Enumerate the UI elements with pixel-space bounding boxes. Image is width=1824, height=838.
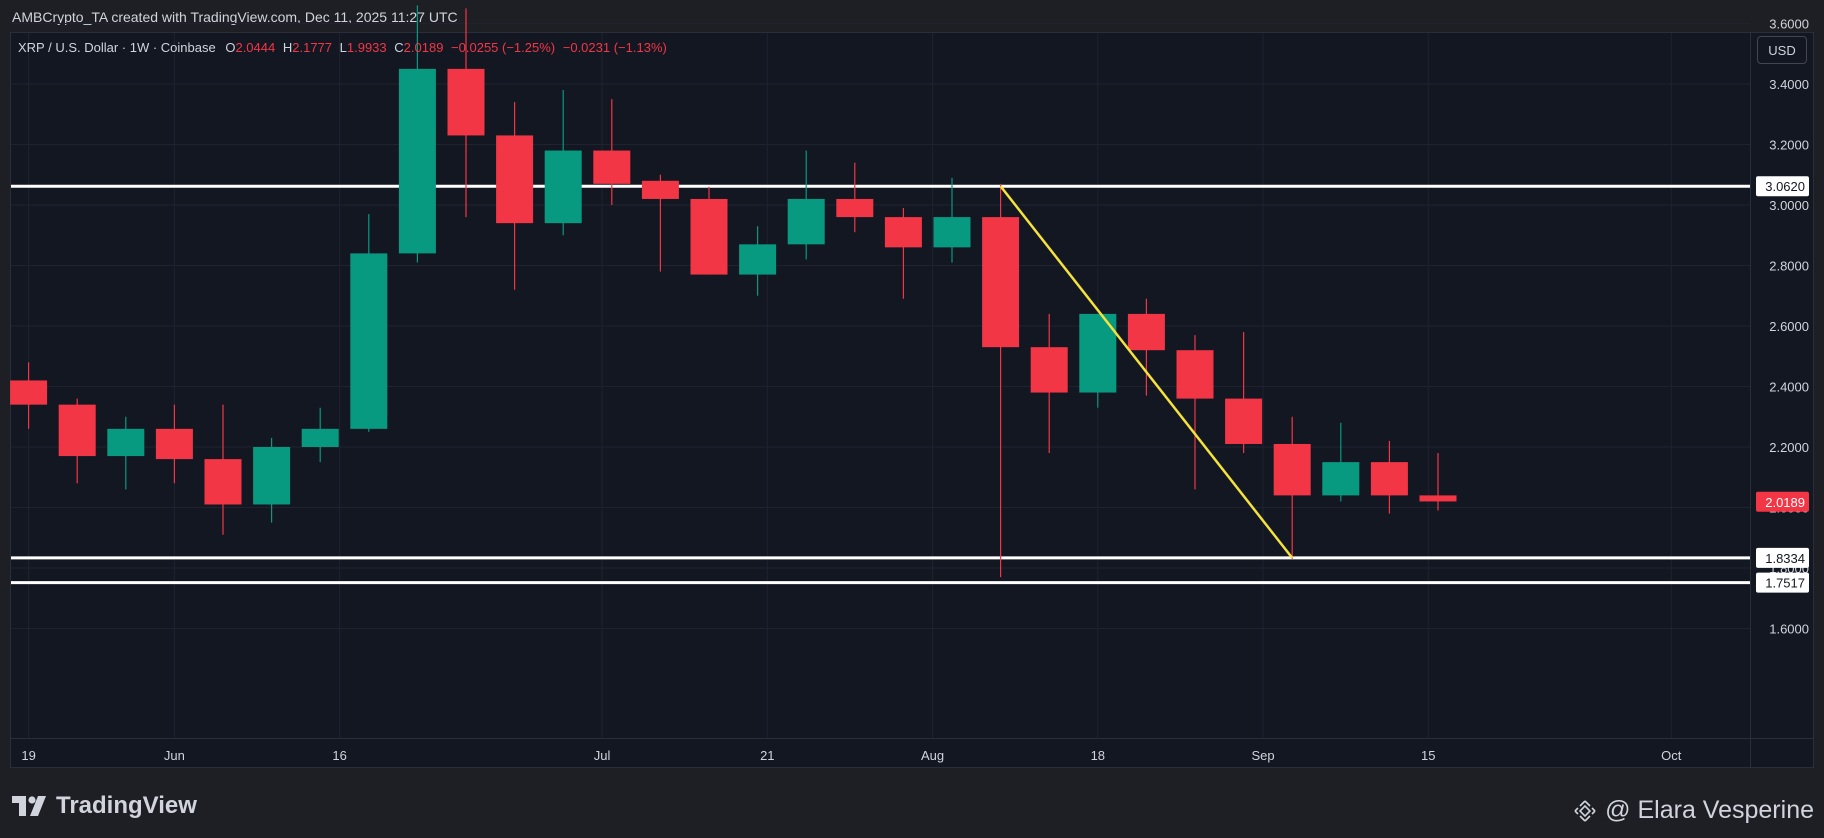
last-price-label-bg	[1756, 491, 1809, 512]
candle-body[interactable]	[107, 428, 145, 457]
currency-button[interactable]: USD	[1757, 36, 1807, 64]
y-tick-label: 2.8000	[1769, 259, 1809, 274]
y-tick-label: 2.6000	[1769, 319, 1809, 334]
top-bar: AMBCrypto_TA created with TradingView.co…	[0, 0, 1824, 32]
symbol-title[interactable]: XRP / U.S. Dollar · 1W · Coinbase	[18, 40, 216, 55]
x-tick-label: Aug	[921, 748, 944, 763]
low-value: 1.9933	[346, 40, 387, 55]
candle-body[interactable]	[301, 428, 339, 447]
change-value-2: −0.0231 (−1.13%)	[562, 40, 667, 55]
footer-bar	[0, 768, 1824, 838]
candle-body[interactable]	[593, 150, 631, 184]
candle-body[interactable]	[641, 180, 679, 199]
candle-body[interactable]	[398, 68, 436, 254]
open-label: O	[225, 40, 236, 55]
close-value: 2.0189	[403, 40, 444, 55]
x-tick-label: 15	[1421, 748, 1435, 763]
y-tick-label: 3.6000	[1769, 17, 1809, 32]
x-tick-label: 18	[1091, 748, 1105, 763]
x-tick-label: Sep	[1251, 748, 1274, 763]
candle-body[interactable]	[982, 217, 1020, 348]
y-tick-label: 2.2000	[1769, 440, 1809, 455]
symbol-legend: XRP / U.S. Dollar · 1W · Coinbase O2.044…	[18, 40, 667, 55]
low-label: L	[339, 40, 347, 55]
level-price-label: 3.0620	[1765, 179, 1805, 194]
candle-body[interactable]	[884, 217, 922, 248]
candle-body[interactable]	[1030, 347, 1068, 393]
candle-body[interactable]	[1322, 462, 1360, 496]
binance-logo-icon	[1574, 799, 1596, 822]
candle-body[interactable]	[836, 198, 874, 218]
x-tick-label: 16	[332, 748, 346, 763]
candle-body[interactable]	[690, 198, 728, 275]
y-tick-label: 3.0000	[1769, 198, 1809, 213]
candle-body[interactable]	[739, 244, 777, 275]
candle-body[interactable]	[1370, 462, 1408, 496]
watermark-text: @ Elara Vesperine	[1605, 796, 1814, 824]
tradingview-logo-text: TradingView	[56, 792, 197, 819]
y-tick-label: 3.4000	[1769, 77, 1809, 92]
y-tick-label: 3.2000	[1769, 138, 1809, 153]
candle-body[interactable]	[1176, 350, 1214, 399]
close-label: C	[394, 40, 404, 55]
change-value: −0.0255 (−1.25%)	[451, 40, 556, 55]
price-chart[interactable]: 1.60001.80002.00002.20002.40002.60002.80…	[0, 0, 1824, 768]
tradingview-logo[interactable]: TradingView	[12, 792, 197, 820]
candle-body[interactable]	[58, 404, 96, 457]
level-price-label: 1.7517	[1765, 576, 1805, 591]
candle-body[interactable]	[350, 253, 388, 429]
candle-body[interactable]	[1127, 313, 1165, 351]
candle-body[interactable]	[447, 68, 485, 136]
candle-body[interactable]	[1273, 443, 1311, 496]
level-price-label-bg	[1756, 572, 1809, 593]
high-value: 2.1777	[292, 40, 333, 55]
candle-body[interactable]	[253, 447, 291, 505]
candle-body[interactable]	[204, 459, 242, 505]
level-price-label: 1.8334	[1765, 551, 1805, 566]
x-tick-label: Oct	[1661, 748, 1682, 763]
tradingview-logo-icon	[12, 796, 46, 816]
candle-body[interactable]	[496, 135, 534, 224]
candle-body[interactable]	[1419, 495, 1457, 502]
level-price-label-bg	[1756, 547, 1809, 568]
x-tick-label: 21	[760, 748, 774, 763]
x-tick-label: Jul	[594, 748, 611, 763]
chart-credit: AMBCrypto_TA created with TradingView.co…	[12, 9, 458, 25]
candle-body[interactable]	[155, 428, 193, 460]
last-price-label: 2.0189	[1765, 495, 1805, 510]
y-tick-label: 2.4000	[1769, 380, 1809, 395]
y-tick-label: 1.6000	[1769, 622, 1809, 637]
candle-body[interactable]	[10, 380, 48, 405]
high-label: H	[282, 40, 293, 55]
chart-frame[interactable]	[10, 32, 1814, 768]
level-price-label-bg	[1756, 176, 1809, 197]
author-watermark: @ Elara Vesperine	[1573, 796, 1814, 825]
candle-body[interactable]	[544, 150, 582, 224]
candle-body[interactable]	[1225, 398, 1263, 444]
open-value: 2.0444	[235, 40, 276, 55]
trendline[interactable]	[999, 185, 1294, 559]
candle-body[interactable]	[787, 198, 825, 245]
x-tick-label: Jun	[164, 748, 185, 763]
x-tick-label: 19	[21, 748, 35, 763]
candle-body[interactable]	[933, 217, 971, 248]
